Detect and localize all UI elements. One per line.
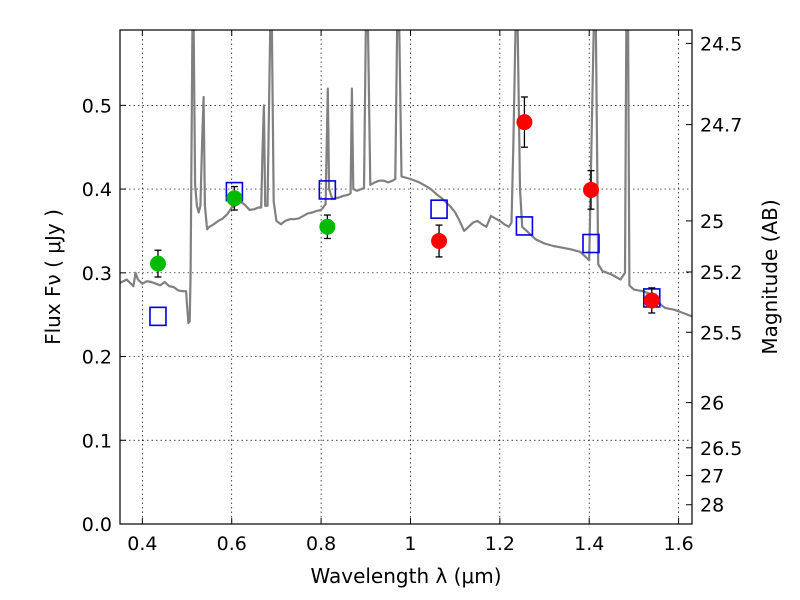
x-tick-label: 1 xyxy=(404,533,416,555)
plot-frame xyxy=(119,29,693,525)
model-flux-square xyxy=(149,306,167,327)
model-spectrum-line xyxy=(120,30,692,325)
y-tick-label: 0.0 xyxy=(82,514,112,536)
model-flux-square xyxy=(430,199,448,219)
right-tick-label: 25 xyxy=(700,211,724,233)
x-tick-label: 1.2 xyxy=(485,533,515,555)
x-axis-label: Wavelength λ (μm) xyxy=(310,564,501,588)
right-tick-label: 25.5 xyxy=(700,322,742,344)
observed-flux-point xyxy=(149,255,166,272)
y-tick-label: 0.5 xyxy=(82,95,112,117)
observed-flux-point xyxy=(319,218,336,235)
right-tick-label: 24.5 xyxy=(700,33,742,55)
x-tick-label: 1.6 xyxy=(663,533,693,555)
model-flux-square xyxy=(318,180,337,200)
x-tick-label: 0.6 xyxy=(217,533,247,555)
model-flux-square xyxy=(515,216,534,236)
right-tick-label: 28 xyxy=(700,495,724,517)
observed-flux-point xyxy=(516,114,533,131)
y-tick-label: 0.4 xyxy=(82,179,112,201)
x-tick-label: 0.4 xyxy=(127,533,157,555)
right-tick-label: 27 xyxy=(700,465,724,487)
right-tick-label: 24.7 xyxy=(700,115,742,137)
y-axis-label-right: Magnitude (AB) xyxy=(758,199,782,354)
model-flux-square xyxy=(582,233,600,254)
y-tick-label: 0.2 xyxy=(82,347,112,369)
observed-flux-point xyxy=(643,292,660,309)
observed-flux-point xyxy=(583,181,600,198)
observed-flux-point xyxy=(431,232,448,249)
grid xyxy=(120,30,692,525)
right-tick-label: 26.5 xyxy=(700,438,742,460)
observed-flux-point xyxy=(226,190,243,207)
series-layer xyxy=(120,30,692,327)
right-tick-label: 25.2 xyxy=(700,262,742,284)
y-tick-label: 0.1 xyxy=(82,430,112,452)
x-tick-label: 1.4 xyxy=(574,533,604,555)
right-tick-label: 26 xyxy=(700,393,724,415)
x-tick-label: 0.8 xyxy=(306,533,336,555)
y-axis-label: Flux Fν ( μJy ) xyxy=(41,209,65,345)
axes: 0.4 0.6 0.8 1 1.2 1.4 1.6 0.0 0.1 0.2 0.3 0.4 0.5 24.… xyxy=(82,30,742,555)
y-tick-label: 0.3 xyxy=(82,263,112,285)
